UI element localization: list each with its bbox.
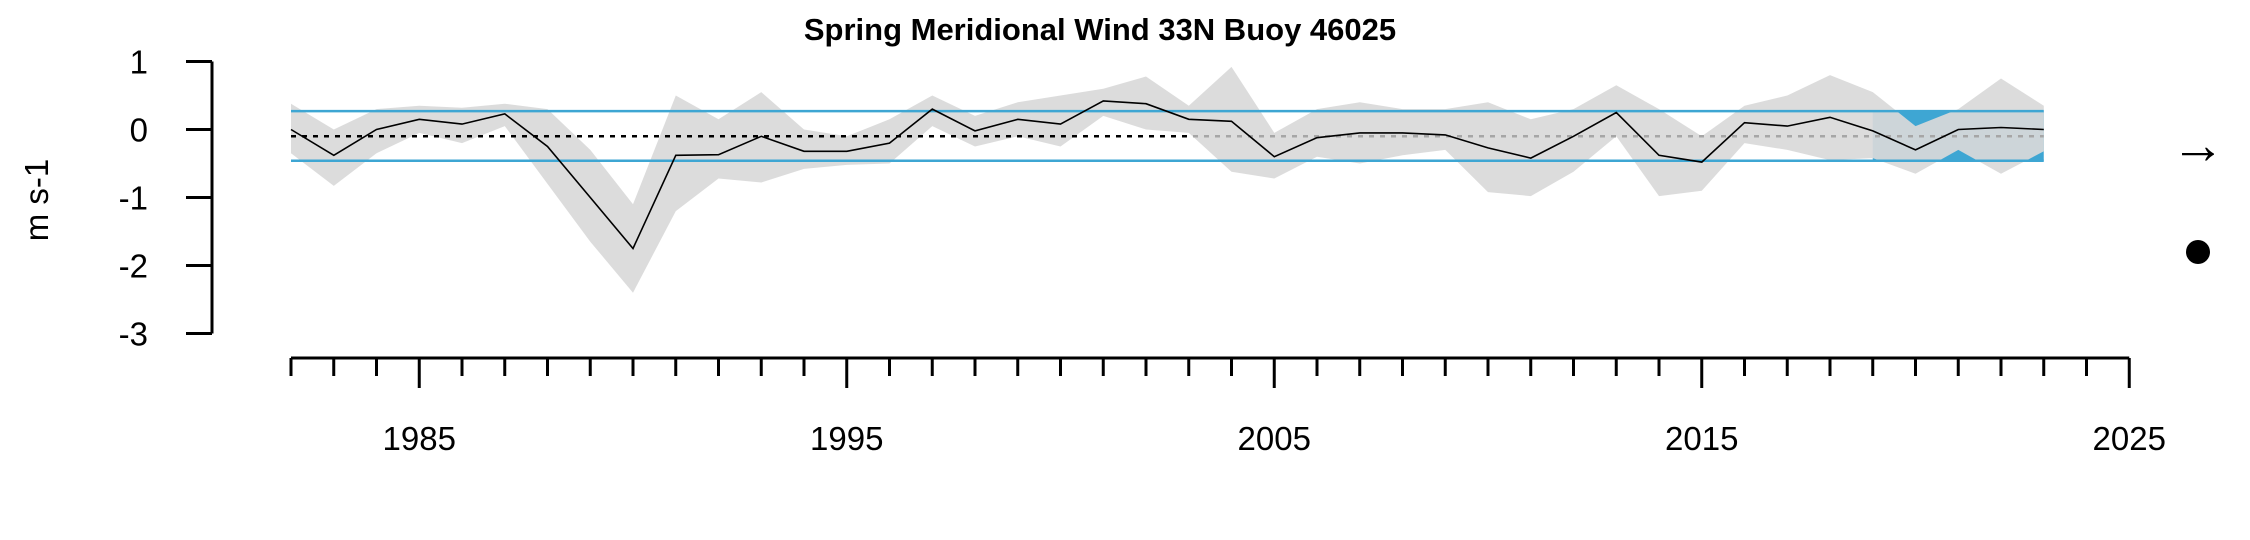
y-axis: 1 0 -1 -2 -3: [119, 44, 214, 353]
series-line: [290, 100, 2044, 250]
uncertainty-band-polygon: [291, 66, 2044, 293]
x-axis: 1985 1995 2005 2015 2025: [289, 356, 2166, 457]
mean-status-dot-icon: [2186, 240, 2210, 264]
y-tick-label: -2: [119, 248, 148, 285]
y-tick-label: -3: [119, 316, 148, 353]
uncertainty-band: [291, 66, 2044, 293]
x-tick-label: 2015: [1665, 420, 1738, 457]
y-tick-label: 0: [130, 112, 148, 149]
y-tick-label: -1: [119, 180, 148, 217]
x-tick-label: 2005: [1238, 420, 1311, 457]
chart-title: Spring Meridional Wind 33N Buoy 46025: [804, 12, 1396, 47]
series-polyline: [290, 100, 2044, 250]
y-tick-label: 1: [130, 44, 148, 81]
x-tick-label: 1995: [810, 420, 883, 457]
x-tick-label: 1985: [383, 420, 456, 457]
y-axis-title: m s-1: [18, 159, 55, 242]
trend-arrow-icon: →: [2171, 115, 2225, 175]
x-tick-label: 2025: [2093, 420, 2166, 457]
